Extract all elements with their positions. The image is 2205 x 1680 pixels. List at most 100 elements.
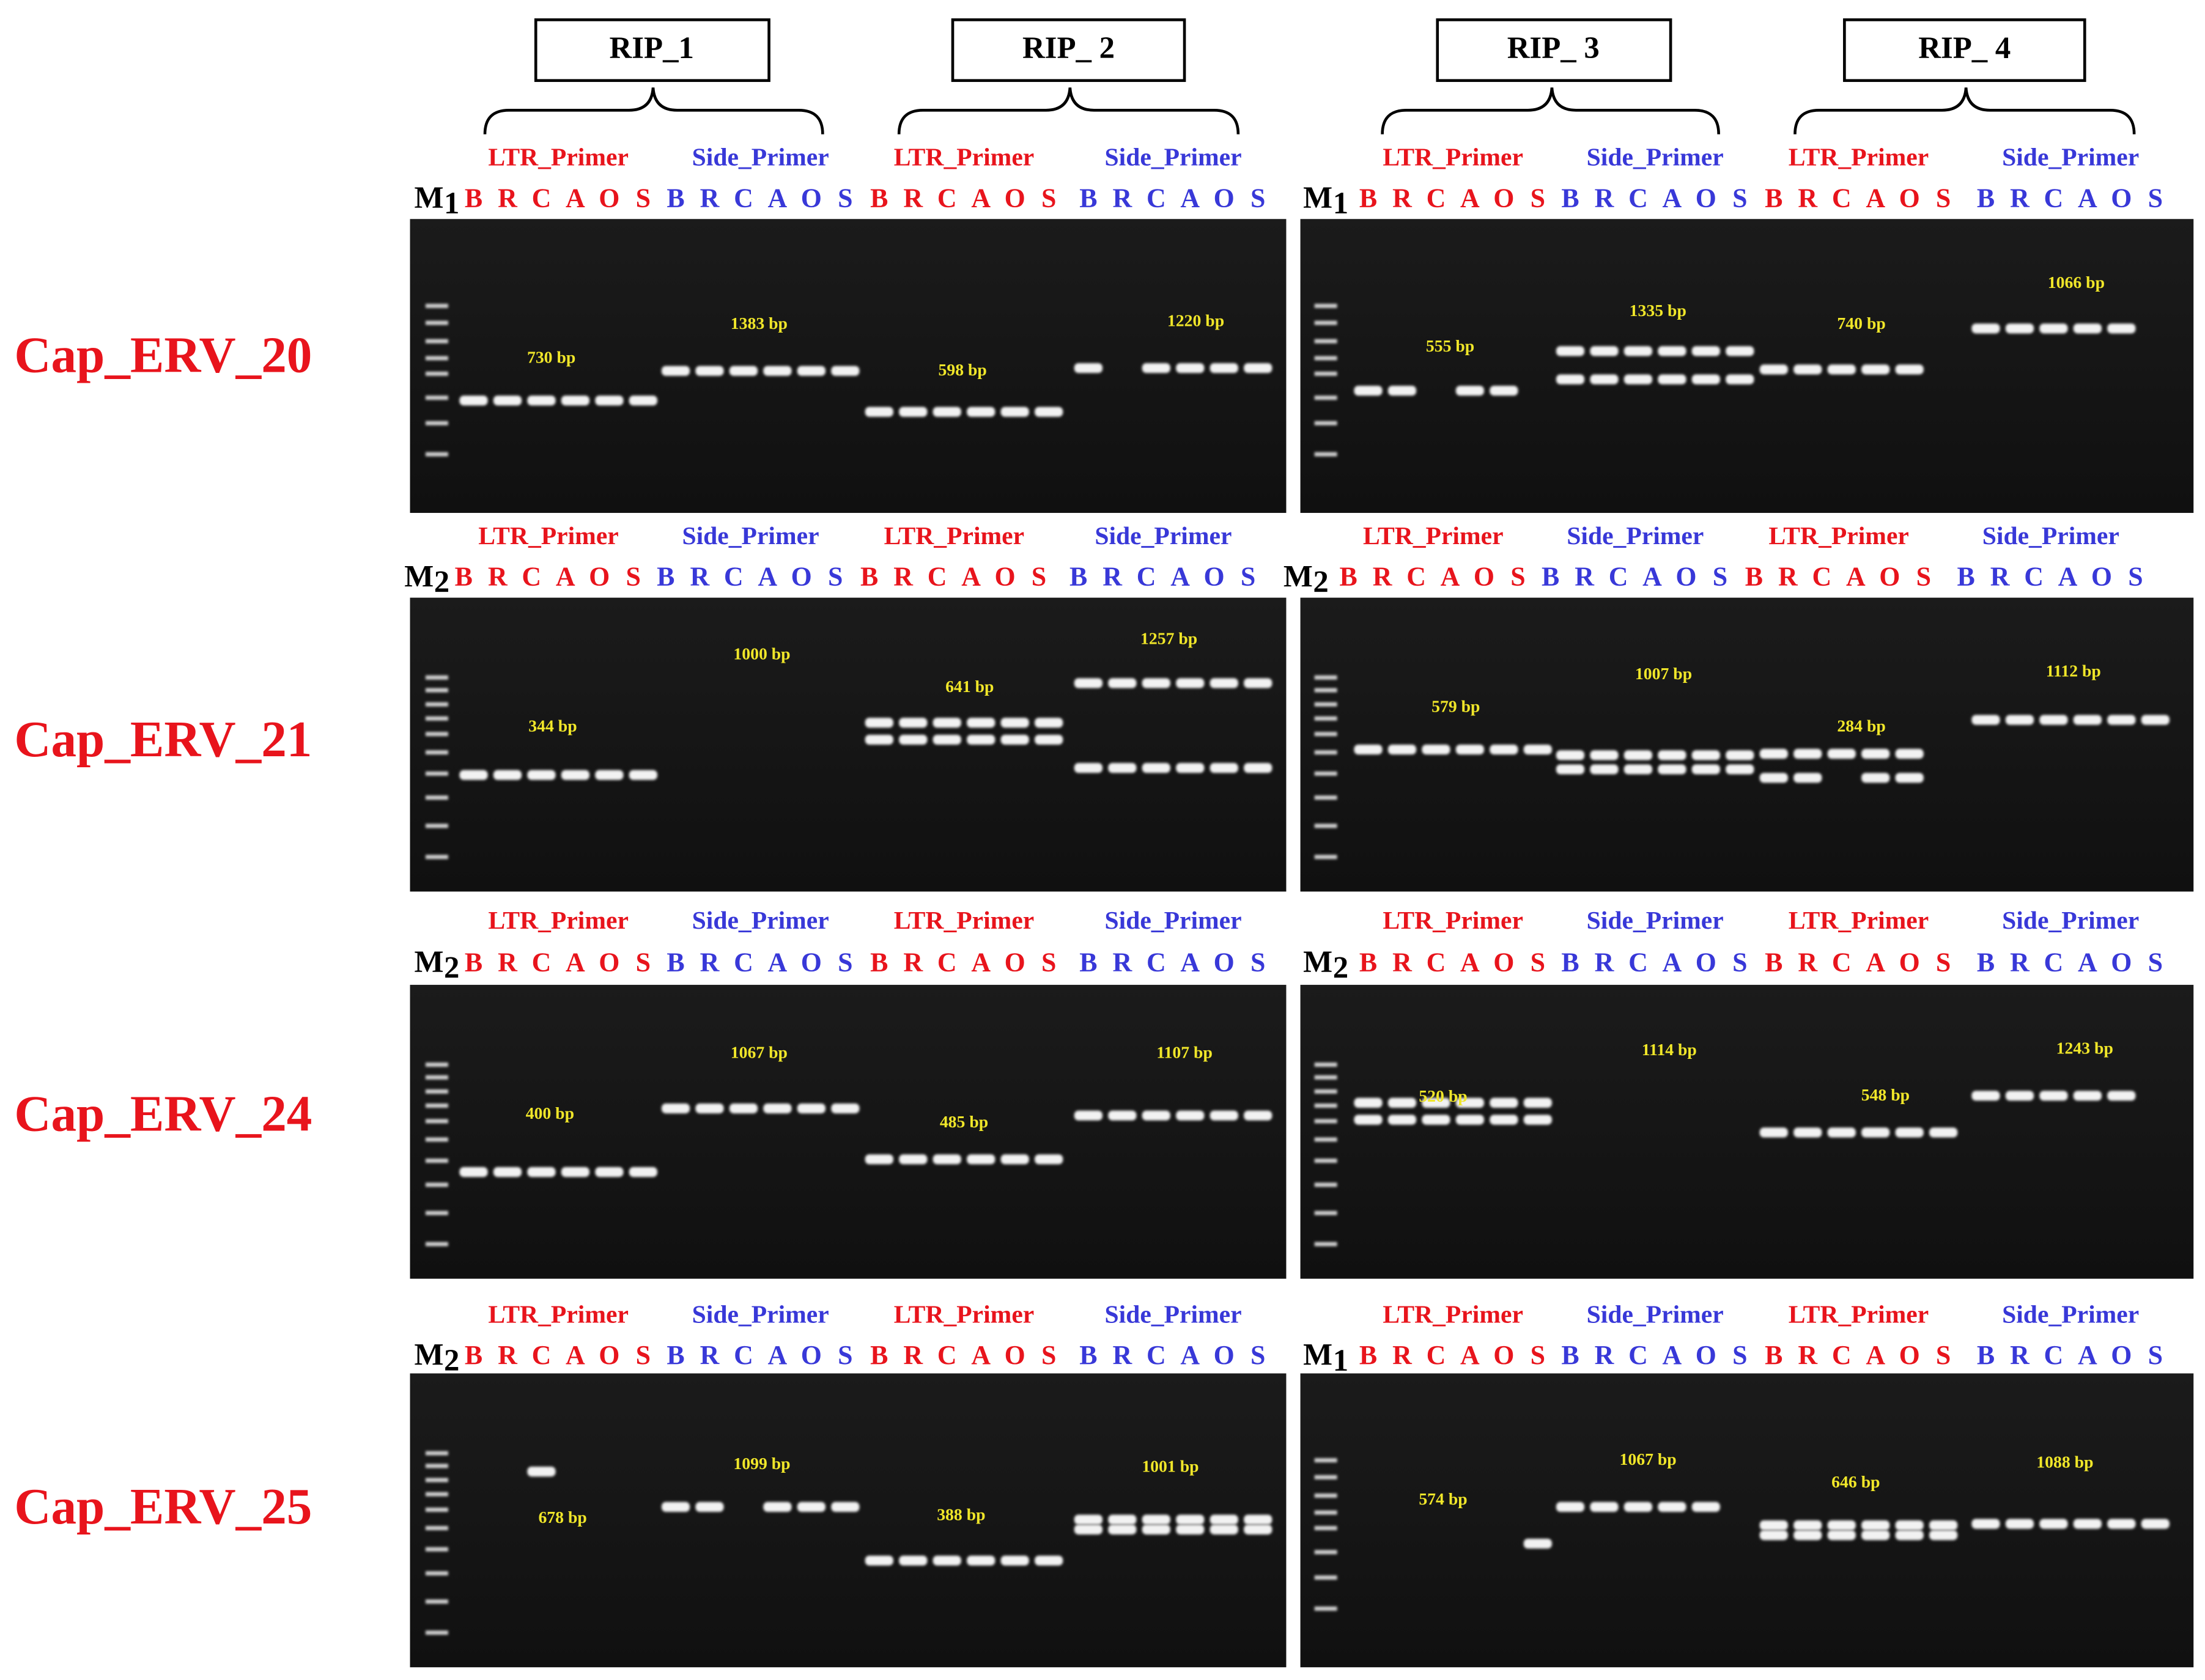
lane-label: R [488, 562, 508, 592]
lane-label: A [1460, 183, 1480, 213]
lane-label: R [700, 948, 720, 978]
marker-subscript: 2 [444, 950, 459, 984]
lane-label: B [1079, 948, 1097, 978]
ladder-band [1314, 716, 1337, 721]
marker-subscript: 1 [444, 186, 459, 220]
gel-band [1000, 407, 1029, 417]
lane-label: O [1214, 948, 1235, 978]
gel-band [1176, 763, 1205, 773]
gel-band [933, 1555, 961, 1566]
gel-band [2141, 1519, 2170, 1529]
lane-label: R [1392, 948, 1413, 978]
band-size-label: 579 bp [1431, 696, 1480, 715]
ladder-band [425, 1159, 448, 1163]
gel-band [1691, 346, 1720, 356]
gel-band [1658, 1501, 1686, 1512]
gel-band [1108, 1514, 1137, 1525]
gel-band [1035, 407, 1063, 417]
lane-label: R [498, 183, 518, 213]
ladder-band [1314, 1063, 1337, 1067]
ladder-band [425, 396, 448, 400]
lane-label: R [1798, 948, 1818, 978]
gel-band [1827, 1520, 1856, 1531]
gel-band [1244, 678, 1272, 688]
lane-label: A [2058, 562, 2078, 592]
lane-label: O [1005, 1341, 1025, 1370]
gel-band [1623, 346, 1653, 356]
gel-band [899, 1154, 928, 1165]
band-size-label: 646 bp [1831, 1472, 1880, 1491]
marker-label: M [1303, 1338, 1332, 1372]
band-size-label: 1067 bp [731, 1043, 788, 1062]
gel-band [1523, 1114, 1552, 1125]
gel [410, 984, 1287, 1279]
lane-label: S [828, 562, 843, 592]
ladder-band [425, 1547, 448, 1552]
gel-band [1556, 750, 1585, 761]
gel-band [1929, 1520, 1958, 1531]
gel-band [1455, 385, 1485, 396]
lane-label: B [1765, 948, 1782, 978]
gel-band [1658, 750, 1686, 761]
lane-label: A [961, 562, 981, 592]
lane-label: A [971, 1341, 991, 1370]
lane-label: B [667, 183, 684, 213]
gel-band [1244, 763, 1272, 773]
band-size-label: 1114 bp [1642, 1040, 1697, 1059]
lane-label: S [1713, 562, 1727, 592]
rip-box [534, 18, 770, 83]
gel [1300, 597, 2194, 892]
gel-band [1490, 1114, 1518, 1125]
lane-label: R [903, 948, 923, 978]
lane-label: C [1832, 1341, 1852, 1370]
gel-band [1590, 750, 1619, 761]
lane-label: A [2078, 1341, 2097, 1370]
marker-label: M [414, 180, 443, 215]
lane-label: O [791, 562, 812, 592]
lane-label: A [758, 562, 777, 592]
gel-band [1827, 748, 1856, 759]
lane-label: O [2111, 1341, 2132, 1370]
lane-label: A [1170, 562, 1190, 592]
gel-band [797, 366, 826, 376]
lane-label: C [1147, 1341, 1166, 1370]
lane-label: R [498, 948, 518, 978]
band-size-label: 1088 bp [2036, 1453, 2093, 1472]
gel-band [1455, 1097, 1485, 1108]
gel-band [831, 366, 860, 376]
lane-label: C [928, 562, 947, 592]
ladder-band [425, 702, 448, 707]
lane-label: B [1765, 1341, 1782, 1370]
ladder-band [425, 1451, 448, 1456]
ladder-band [425, 1571, 448, 1575]
lane-label: A [566, 1341, 585, 1370]
gel-band [2107, 1091, 2136, 1101]
gel-band [1000, 734, 1029, 745]
gel-band [933, 1154, 961, 1165]
ladder-band [425, 339, 448, 344]
lane-label: A [2078, 183, 2097, 213]
gel-band [527, 1167, 556, 1177]
lane-label: B [1561, 1341, 1579, 1370]
band-size-label: 1000 bp [733, 644, 790, 663]
gel-band [831, 1103, 860, 1114]
lane-label: B [870, 948, 888, 978]
gel-band [1074, 1524, 1102, 1534]
lane-label: R [1392, 183, 1413, 213]
lane-label: C [532, 183, 552, 213]
brace [897, 87, 1240, 134]
gel-band [1793, 364, 1822, 375]
gel-band [1210, 763, 1238, 773]
gel-band [1176, 1110, 1205, 1121]
gel-band [1387, 1097, 1417, 1108]
lane-label: C [1147, 183, 1166, 213]
ladder-band [1314, 1526, 1337, 1531]
lane-label: B [860, 562, 878, 592]
lane-label: B [1561, 948, 1579, 978]
lane-label: S [2128, 562, 2143, 592]
gel-band [2005, 323, 2034, 334]
lane-label: S [1041, 1341, 1056, 1370]
lane-label: O [2111, 948, 2132, 978]
lane-label: O [1899, 948, 1920, 978]
